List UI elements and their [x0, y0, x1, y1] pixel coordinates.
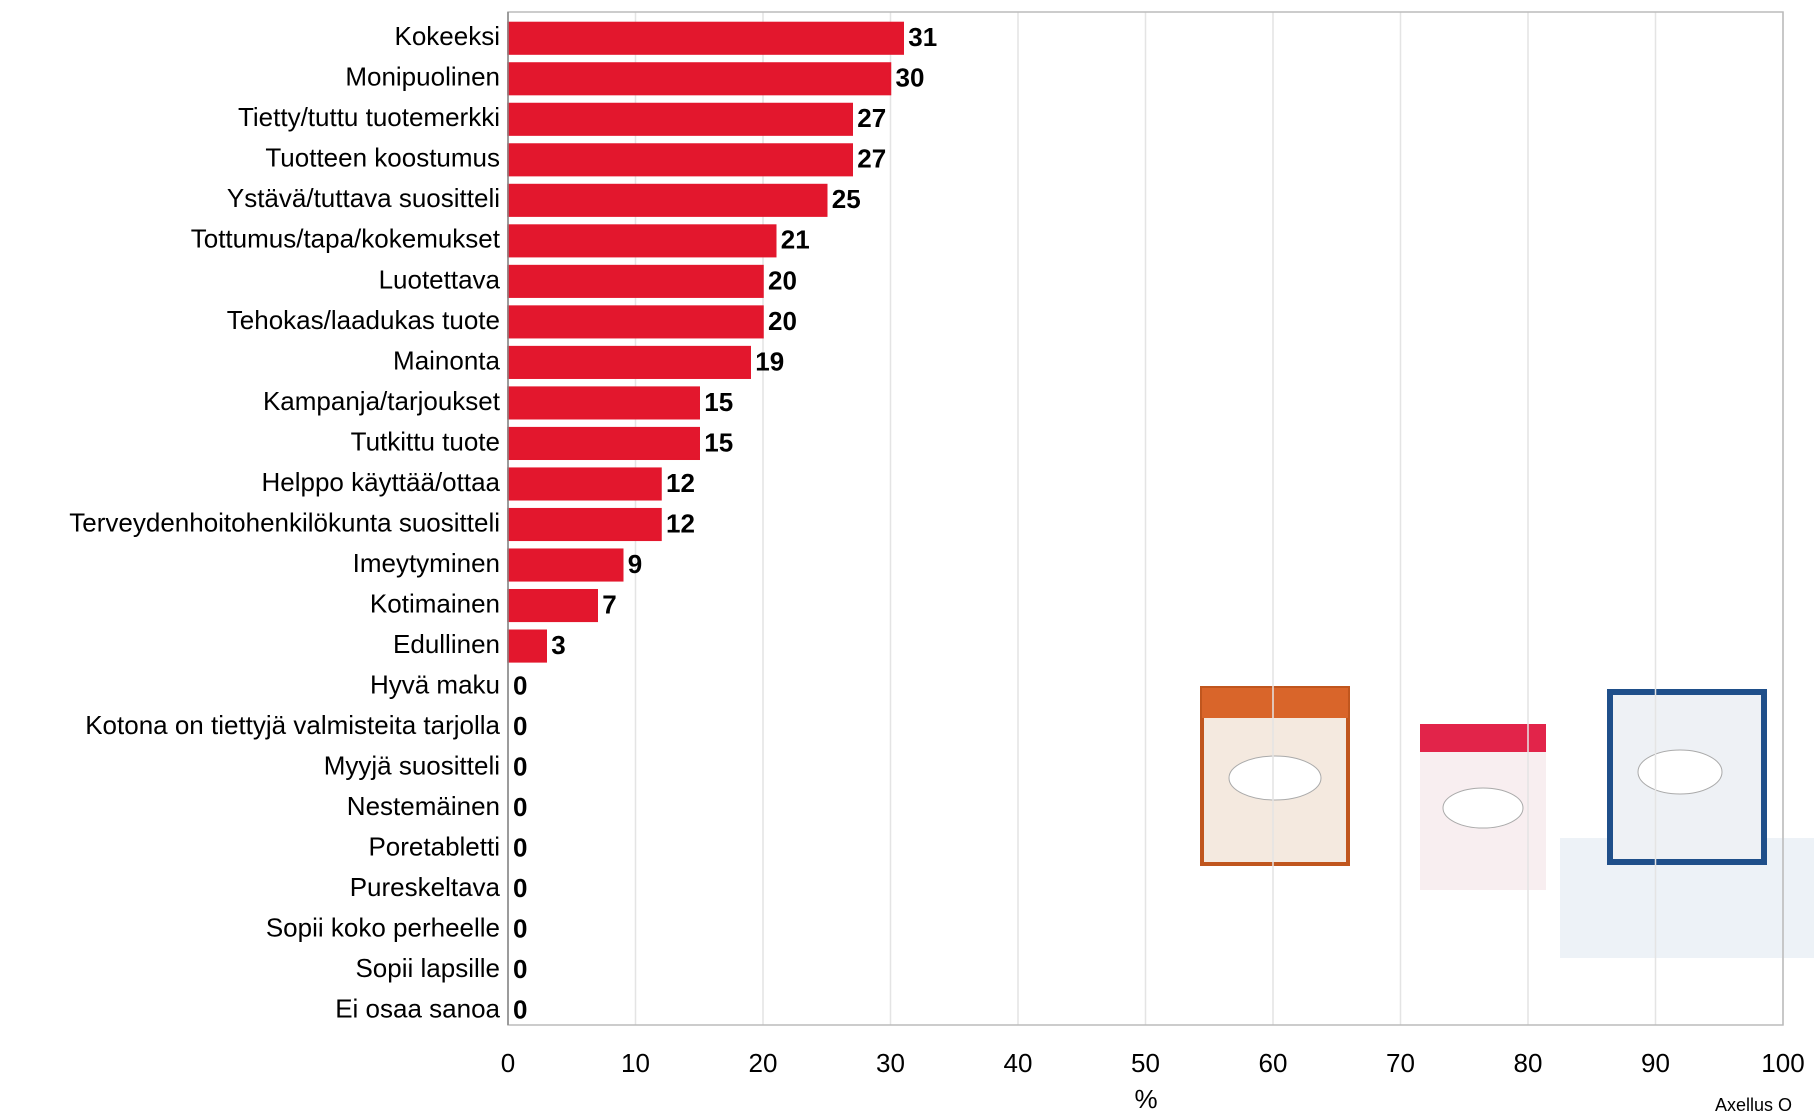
bar: [507, 102, 853, 136]
y-tick-label: Kotimainen: [370, 588, 500, 618]
x-tick-label: 0: [501, 1048, 515, 1078]
y-tick-label: Tietty/tuttu tuotemerkki: [238, 102, 500, 132]
y-tick-label: Edullinen: [393, 629, 500, 659]
bar: [507, 507, 662, 542]
value-label: 0: [513, 914, 527, 944]
value-label: 0: [513, 711, 527, 741]
x-tick-label: 50: [1131, 1048, 1160, 1078]
value-label: 0: [513, 670, 527, 700]
bar: [507, 345, 751, 379]
bar: [507, 548, 624, 582]
value-label: 27: [857, 144, 886, 174]
y-tick-label: Tottumus/tapa/kokemukset: [191, 224, 501, 254]
bar: [507, 386, 700, 420]
y-tick-label: Poretabletti: [368, 832, 500, 862]
value-label: 15: [704, 427, 733, 457]
x-tick-label: 70: [1386, 1048, 1415, 1078]
y-tick-label: Myyjä suositteli: [324, 750, 500, 780]
y-tick-label: Ystävä/tuttava suositteli: [227, 183, 500, 213]
y-tick-label: Sopii lapsille: [355, 953, 500, 983]
source: Axellus O: [1715, 1095, 1792, 1113]
bar: [507, 224, 777, 258]
bar: [507, 21, 904, 55]
y-tick-label: Hyvä maku: [370, 669, 500, 699]
bar: [507, 426, 700, 461]
y-tick-label: Pureskeltava: [350, 872, 501, 902]
x-tick-label: 40: [1004, 1048, 1033, 1078]
product-box-band: [1420, 724, 1546, 752]
bar: [507, 183, 828, 217]
y-tick-label: Kokeeksi: [395, 21, 501, 51]
y-tick-label: Tutkittu tuote: [351, 426, 500, 456]
y-tick-label: Sopii koko perheelle: [266, 913, 500, 943]
value-label: 19: [755, 346, 784, 376]
value-label: 0: [513, 873, 527, 903]
bar: [507, 305, 764, 339]
y-tick-label: Nestemäinen: [347, 791, 500, 821]
product-logo: [1228, 755, 1322, 801]
value-label: 30: [896, 63, 925, 93]
value-label: 12: [666, 508, 695, 538]
value-label: 25: [832, 184, 861, 214]
value-label: 0: [513, 995, 527, 1025]
product-images: [1200, 686, 1814, 958]
bar: [507, 629, 547, 663]
y-tick-label: Helppo käyttää/ottaa: [262, 467, 501, 497]
y-tick-label: Imeytyminen: [353, 548, 500, 578]
bar: [507, 264, 764, 298]
bar: [507, 588, 598, 623]
value-label: 20: [768, 306, 797, 336]
value-label: 21: [781, 225, 810, 255]
bar: [507, 143, 853, 177]
value-label: 9: [628, 549, 642, 579]
value-label: 7: [602, 589, 616, 619]
value-label: 0: [513, 833, 527, 863]
x-tick-label: 80: [1514, 1048, 1543, 1078]
bar: [507, 62, 892, 96]
value-label: 27: [857, 103, 886, 133]
x-tick-label: 10: [621, 1048, 650, 1078]
y-tick-label: Tuotteen koostumus: [265, 143, 500, 173]
y-tick-label: Terveydenhoitohenkilökunta suositteli: [69, 507, 500, 537]
y-tick-label: Kotona on tiettyjä valmisteita tarjolla: [85, 710, 500, 740]
value-label: 0: [513, 954, 527, 984]
value-label: 0: [513, 792, 527, 822]
y-tick-label: Ei osaa sanoa: [335, 994, 500, 1024]
y-tick-label: Luotettava: [379, 264, 501, 294]
y-tick-label: Tehokas/laadukas tuote: [227, 305, 500, 335]
x-tick-label: 30: [876, 1048, 905, 1078]
x-axis-label: %: [1134, 1084, 1157, 1113]
product-logo: [1442, 787, 1524, 829]
y-tick-label: Mainonta: [393, 345, 500, 375]
x-tick-label: 20: [749, 1048, 778, 1078]
product-box-band: [1202, 688, 1348, 718]
y-tick-label: Monipuolinen: [345, 62, 500, 92]
value-label: 0: [513, 751, 527, 781]
value-label: 12: [666, 468, 695, 498]
x-tick-label: 90: [1641, 1048, 1670, 1078]
x-tick-label: 100: [1761, 1048, 1804, 1078]
x-tick-label: 60: [1259, 1048, 1288, 1078]
bar: [507, 467, 662, 501]
value-label: 15: [704, 387, 733, 417]
value-label: 3: [551, 630, 565, 660]
y-tick-label: Kampanja/tarjoukset: [263, 386, 501, 416]
product-logo: [1637, 749, 1723, 795]
value-label: 31: [908, 22, 937, 52]
value-label: 20: [768, 265, 797, 295]
